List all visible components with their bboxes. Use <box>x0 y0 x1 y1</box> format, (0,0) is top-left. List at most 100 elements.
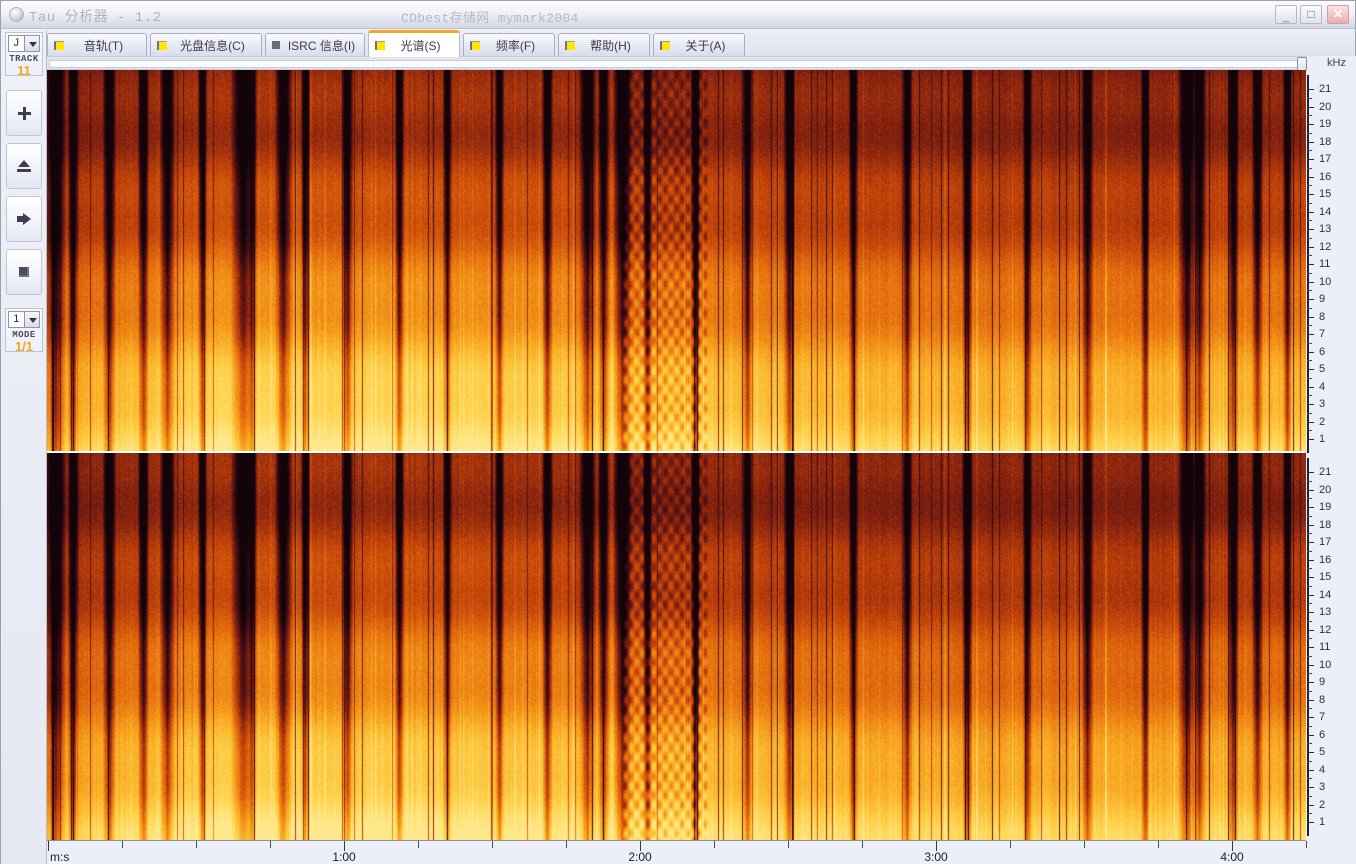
frequency-tick <box>1307 770 1314 771</box>
tab-3[interactable]: 光谱(S) <box>368 30 460 57</box>
time-tick <box>492 841 493 848</box>
mode-selector[interactable]: 1 MODE 1/1 <box>5 308 43 354</box>
frequency-tick <box>1307 404 1314 405</box>
spectrogram-left-canvas[interactable] <box>47 70 1306 451</box>
scrollbar-track[interactable] <box>49 60 1307 68</box>
frequency-minor-tick <box>1307 533 1312 534</box>
frequency-tick-label: 6 <box>1319 346 1326 358</box>
horizontal-scrollbar[interactable] <box>47 56 1309 71</box>
frequency-minor-tick <box>1307 238 1312 239</box>
frequency-tick <box>1307 317 1314 318</box>
frequency-minor-tick <box>1307 150 1312 151</box>
frequency-minor-tick <box>1307 220 1312 221</box>
frequency-tick <box>1307 647 1314 648</box>
time-tick-label: 1:00 <box>332 850 356 864</box>
spectrogram-right-canvas[interactable] <box>47 453 1306 840</box>
frequency-tick-label: 12 <box>1319 241 1332 253</box>
spectrogram-left-channel[interactable] <box>47 70 1306 451</box>
tab-0[interactable]: 音轨(T) <box>47 33 147 56</box>
tab-label: 关于(A) <box>685 38 726 53</box>
time-axis: m:s 1:00 2:00 3:00 4:00 <box>47 840 1307 864</box>
chevron-down-icon[interactable] <box>24 35 40 52</box>
frequency-tick-label: 7 <box>1319 328 1326 340</box>
track-selector[interactable]: J TRACK 11 <box>5 32 43 77</box>
time-tick <box>714 841 715 848</box>
flag-icon <box>157 40 167 50</box>
next-button[interactable] <box>6 196 42 242</box>
time-tick <box>1232 841 1233 851</box>
frequency-minor-tick <box>1307 796 1312 797</box>
add-button[interactable] <box>6 90 42 136</box>
time-tick <box>48 841 49 851</box>
frequency-minor-tick <box>1307 638 1312 639</box>
frequency-tick-label: 9 <box>1319 676 1326 688</box>
mode-value[interactable]: 1 <box>8 311 25 328</box>
tab-1[interactable]: 光盘信息(C) <box>150 33 262 56</box>
time-axis-origin-label: m:s <box>50 850 70 864</box>
time-tick <box>418 841 419 848</box>
frequency-tick <box>1307 595 1314 596</box>
frequency-tick <box>1307 735 1314 736</box>
frequency-tick-label: 6 <box>1319 729 1326 741</box>
minimize-button[interactable]: _ <box>1275 5 1297 24</box>
frequency-tick <box>1307 787 1314 788</box>
frequency-tick-label: 11 <box>1319 258 1331 270</box>
left-toolbar: J TRACK 11 1 MODE 1/1 <box>1 30 47 864</box>
time-tick-label: 3:00 <box>924 850 948 864</box>
watermark-text: CDbest存储网 mymark2004 <box>401 11 579 26</box>
frequency-tick-label: 16 <box>1319 171 1332 183</box>
tab-6[interactable]: 关于(A) <box>653 33 745 56</box>
frequency-tick <box>1307 89 1314 90</box>
frequency-minor-tick <box>1307 133 1312 134</box>
frequency-tick-label: 15 <box>1319 188 1332 200</box>
frequency-tick-label: 13 <box>1319 223 1332 235</box>
frequency-minor-tick <box>1307 290 1312 291</box>
frequency-tick <box>1307 717 1314 718</box>
time-tick <box>936 841 937 851</box>
frequency-minor-tick <box>1307 185 1312 186</box>
frequency-tick <box>1307 665 1314 666</box>
flag-icon <box>660 40 670 50</box>
maximize-icon: □ <box>1307 7 1315 21</box>
frequency-minor-tick <box>1307 743 1312 744</box>
spectrogram-right-channel[interactable] <box>47 453 1306 840</box>
frequency-minor-tick <box>1307 430 1312 431</box>
frequency-tick-label: 5 <box>1319 746 1326 758</box>
frequency-tick <box>1307 194 1314 195</box>
mode-count: 1/1 <box>14 339 34 354</box>
frequency-tick-label: 10 <box>1319 276 1332 288</box>
time-tick-label: 4:00 <box>1220 850 1244 864</box>
frequency-tick <box>1307 472 1314 473</box>
tab-4[interactable]: 频率(F) <box>463 33 555 56</box>
eject-icon <box>17 160 31 172</box>
close-button[interactable]: ✕ <box>1327 5 1349 24</box>
maximize-button[interactable]: □ <box>1300 5 1322 24</box>
time-tick-label: 2:00 <box>628 850 652 864</box>
frequency-minor-tick <box>1307 568 1312 569</box>
time-tick <box>1084 841 1085 848</box>
scrollbar-thumb[interactable] <box>1297 57 1307 71</box>
frequency-minor-tick <box>1307 691 1312 692</box>
frequency-minor-tick <box>1307 115 1312 116</box>
frequency-tick-label: 3 <box>1319 398 1326 410</box>
stop-button[interactable] <box>6 249 42 295</box>
frequency-minor-tick <box>1307 586 1312 587</box>
flag-icon <box>375 40 385 50</box>
frequency-tick-label: 7 <box>1319 711 1326 723</box>
track-label: TRACK <box>9 54 39 64</box>
frequency-tick <box>1307 525 1314 526</box>
flag-icon <box>54 40 64 50</box>
chevron-down-icon[interactable] <box>24 311 40 328</box>
frequency-tick <box>1307 212 1314 213</box>
minimize-icon: _ <box>1282 11 1290 23</box>
flag-icon <box>470 40 480 50</box>
tab-5[interactable]: 帮助(H) <box>558 33 650 56</box>
frequency-tick-label: 2 <box>1319 799 1326 811</box>
track-value[interactable]: J <box>8 35 25 52</box>
tab-2[interactable]: ISRC 信息(I) <box>265 33 365 56</box>
frequency-tick <box>1307 282 1314 283</box>
frequency-minor-tick <box>1307 255 1312 256</box>
frequency-tick <box>1307 229 1314 230</box>
tab-label: 帮助(H) <box>590 38 631 53</box>
eject-button[interactable] <box>6 143 42 189</box>
